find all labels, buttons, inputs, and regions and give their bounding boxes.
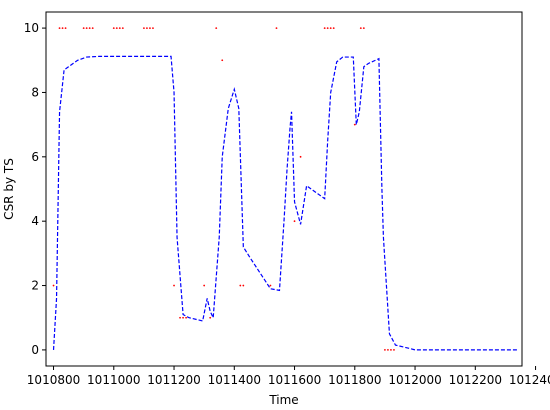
y-tick-label: 10 (24, 21, 39, 35)
y-tick-label: 2 (31, 279, 39, 293)
data-point (85, 27, 88, 29)
data-point (299, 155, 302, 158)
data-point (179, 316, 181, 319)
data-point (58, 27, 61, 29)
data-point (390, 349, 392, 351)
x-tick-label: 1011400 (208, 373, 261, 387)
x-axis-label: Time (268, 393, 298, 407)
data-point (61, 27, 64, 29)
data-point (64, 27, 67, 29)
data-point (221, 59, 224, 62)
y-tick-label: 6 (31, 150, 39, 164)
plot-content (52, 27, 518, 351)
data-point (146, 27, 148, 29)
y-axis-label: CSR by TS (2, 158, 16, 220)
series-line (52, 55, 518, 351)
x-tick-label: 1011200 (147, 373, 200, 387)
data-point (182, 316, 184, 319)
data-point (112, 27, 115, 29)
data-point (149, 27, 151, 29)
data-point (323, 27, 326, 29)
data-point (269, 284, 272, 287)
data-point (275, 27, 278, 29)
x-tick-label: 1011000 (87, 373, 140, 387)
plot-frame (45, 11, 523, 367)
data-point (326, 27, 329, 29)
data-point (209, 316, 212, 319)
data-point (91, 27, 94, 29)
x-tick-label: 1011600 (268, 373, 321, 387)
data-point (115, 27, 118, 29)
data-point (82, 27, 85, 29)
data-point (118, 27, 121, 29)
x-tick-label: 1011800 (328, 373, 381, 387)
data-point (152, 27, 154, 29)
data-point (359, 27, 362, 29)
data-point (387, 349, 389, 351)
y-axis: 0 2 4 6 8 10 (24, 21, 46, 357)
x-tick-label: 1012200 (449, 373, 502, 387)
data-point (215, 27, 218, 29)
x-tick-label: 1012400 (509, 373, 550, 387)
y-tick-label: 8 (31, 85, 39, 99)
x-tick-label: 1010800 (27, 373, 80, 387)
data-point (203, 284, 206, 287)
data-point (384, 349, 386, 351)
data-point (173, 284, 175, 287)
data-point (121, 27, 124, 29)
data-point (239, 284, 242, 287)
data-point (88, 27, 91, 29)
data-point (242, 284, 245, 287)
data-point (185, 316, 187, 319)
data-point (362, 27, 365, 29)
data-point (143, 27, 145, 29)
x-tick-label: 1012000 (388, 373, 441, 387)
data-point (293, 220, 296, 223)
y-tick-label: 0 (31, 343, 39, 357)
data-point (353, 123, 356, 126)
y-tick-label: 4 (31, 214, 39, 228)
data-point (393, 349, 395, 351)
x-axis: 1010800 1011000 1011200 1011400 1011600 10118… (27, 366, 550, 387)
data-point (332, 27, 335, 29)
data-point (329, 27, 332, 29)
data-point (52, 284, 55, 287)
